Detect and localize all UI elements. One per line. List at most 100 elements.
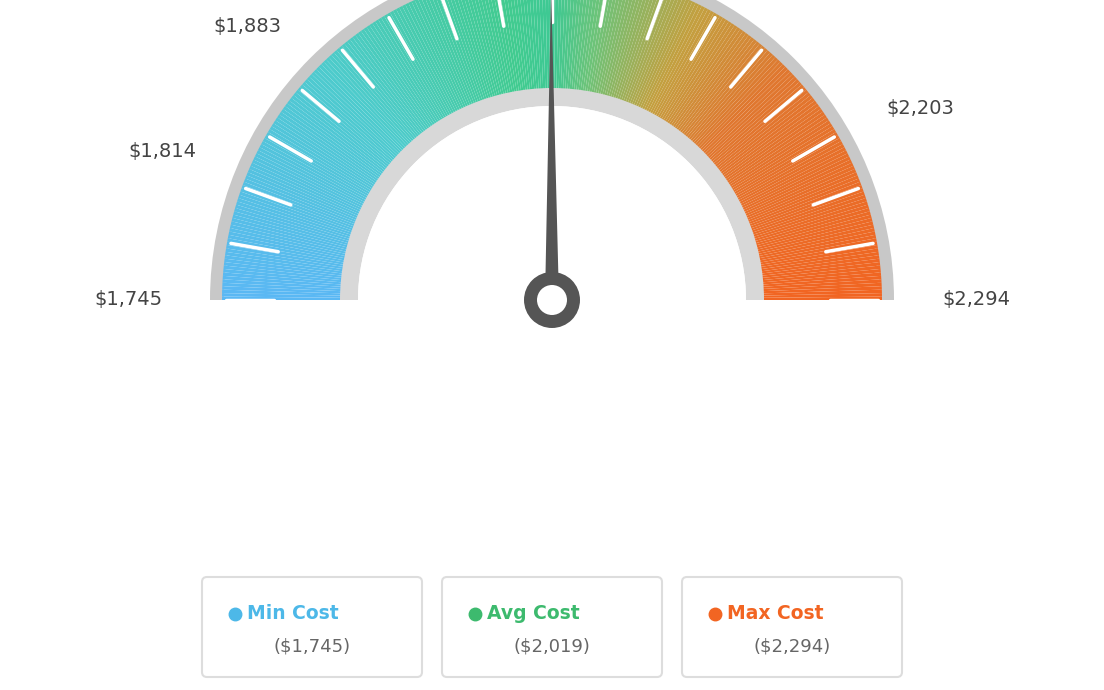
Text: Max Cost: Max Cost xyxy=(728,604,824,623)
Wedge shape xyxy=(565,0,576,90)
Wedge shape xyxy=(667,23,734,125)
Wedge shape xyxy=(275,117,378,186)
Wedge shape xyxy=(287,101,384,175)
Wedge shape xyxy=(646,4,702,113)
Wedge shape xyxy=(269,126,373,191)
Wedge shape xyxy=(415,0,467,109)
Wedge shape xyxy=(641,1,696,111)
Wedge shape xyxy=(390,11,450,117)
Wedge shape xyxy=(753,201,868,239)
Wedge shape xyxy=(758,241,878,265)
Wedge shape xyxy=(750,188,863,231)
Wedge shape xyxy=(329,55,412,146)
Circle shape xyxy=(537,285,567,315)
Wedge shape xyxy=(602,0,634,97)
Wedge shape xyxy=(694,57,778,147)
Wedge shape xyxy=(400,6,457,114)
Wedge shape xyxy=(333,50,415,142)
Wedge shape xyxy=(756,221,873,252)
Wedge shape xyxy=(581,0,601,92)
Wedge shape xyxy=(285,104,383,177)
Wedge shape xyxy=(542,0,548,90)
Wedge shape xyxy=(291,95,388,171)
Wedge shape xyxy=(305,79,396,161)
Wedge shape xyxy=(497,0,519,93)
Wedge shape xyxy=(762,276,881,287)
Wedge shape xyxy=(755,215,872,248)
Wedge shape xyxy=(762,279,882,289)
Wedge shape xyxy=(381,16,445,120)
Wedge shape xyxy=(237,198,352,237)
Wedge shape xyxy=(619,0,660,101)
Wedge shape xyxy=(457,0,493,99)
Text: $1,814: $1,814 xyxy=(129,142,197,161)
Wedge shape xyxy=(708,79,799,161)
Wedge shape xyxy=(272,124,374,189)
Wedge shape xyxy=(440,0,482,102)
Wedge shape xyxy=(367,25,436,126)
Wedge shape xyxy=(741,157,850,210)
Wedge shape xyxy=(740,153,849,208)
Wedge shape xyxy=(521,0,534,91)
Wedge shape xyxy=(444,0,485,101)
Wedge shape xyxy=(255,153,364,208)
Wedge shape xyxy=(347,39,423,135)
Wedge shape xyxy=(590,0,614,94)
Wedge shape xyxy=(321,62,406,150)
Wedge shape xyxy=(254,157,363,210)
Wedge shape xyxy=(627,0,673,105)
Wedge shape xyxy=(757,231,875,259)
Wedge shape xyxy=(745,172,858,221)
Wedge shape xyxy=(699,64,785,152)
Wedge shape xyxy=(661,18,726,121)
Wedge shape xyxy=(243,181,355,227)
Wedge shape xyxy=(467,0,500,97)
Wedge shape xyxy=(746,175,859,223)
Wedge shape xyxy=(507,0,526,92)
Wedge shape xyxy=(762,297,882,300)
Wedge shape xyxy=(222,293,342,298)
Wedge shape xyxy=(340,88,764,300)
Wedge shape xyxy=(223,276,342,287)
Wedge shape xyxy=(531,0,541,90)
Wedge shape xyxy=(730,124,832,189)
Polygon shape xyxy=(545,0,559,300)
Wedge shape xyxy=(378,18,443,121)
Wedge shape xyxy=(417,0,468,108)
Wedge shape xyxy=(733,132,838,195)
Wedge shape xyxy=(384,14,447,119)
Wedge shape xyxy=(233,211,350,246)
Wedge shape xyxy=(760,255,880,274)
Wedge shape xyxy=(222,297,342,300)
Wedge shape xyxy=(224,259,343,276)
Wedge shape xyxy=(703,72,793,156)
Wedge shape xyxy=(754,211,871,246)
Wedge shape xyxy=(447,0,487,101)
Wedge shape xyxy=(617,0,657,101)
Wedge shape xyxy=(549,0,552,90)
Wedge shape xyxy=(755,218,872,250)
Wedge shape xyxy=(585,0,607,93)
Wedge shape xyxy=(574,0,590,91)
Wedge shape xyxy=(460,0,496,99)
Wedge shape xyxy=(608,0,644,99)
Wedge shape xyxy=(246,172,359,221)
Wedge shape xyxy=(723,109,822,180)
Wedge shape xyxy=(274,120,375,188)
Wedge shape xyxy=(300,84,393,164)
Wedge shape xyxy=(654,11,714,117)
Wedge shape xyxy=(692,55,775,146)
Wedge shape xyxy=(559,0,566,90)
Wedge shape xyxy=(227,235,347,261)
Wedge shape xyxy=(752,198,867,237)
Wedge shape xyxy=(240,191,353,233)
Wedge shape xyxy=(223,269,343,282)
Wedge shape xyxy=(250,166,360,217)
Wedge shape xyxy=(375,19,442,123)
Wedge shape xyxy=(721,104,819,177)
Wedge shape xyxy=(647,6,704,114)
Wedge shape xyxy=(749,185,862,229)
Wedge shape xyxy=(749,181,861,227)
Wedge shape xyxy=(724,112,825,182)
Wedge shape xyxy=(316,67,403,153)
